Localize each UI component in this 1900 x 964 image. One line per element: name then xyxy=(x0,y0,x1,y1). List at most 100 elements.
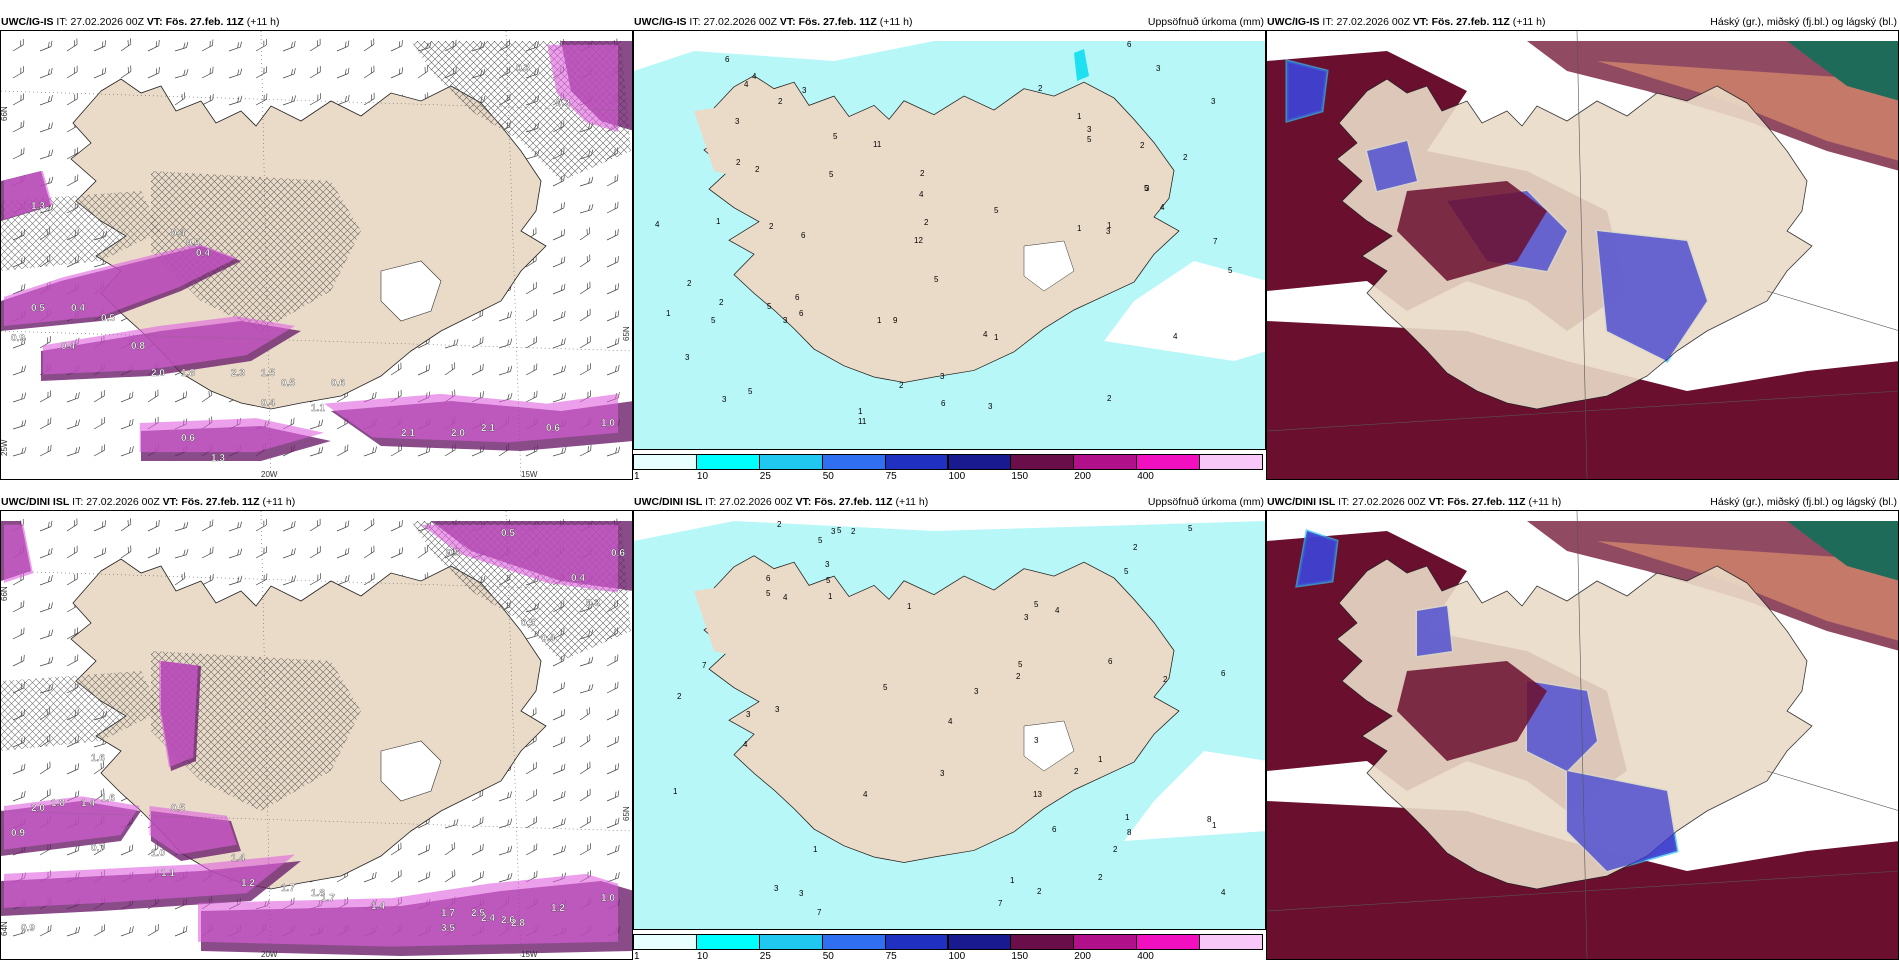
colorbar-tick-label: 25 xyxy=(759,471,771,482)
precip-value-label: 1.4 xyxy=(371,901,385,912)
coordinate-label: 66N xyxy=(1,106,9,121)
wind-barb-icon xyxy=(93,444,106,457)
glacier-area xyxy=(1023,720,1075,772)
precip-amount-label: 4 xyxy=(1160,203,1165,212)
precip-amount-label: 2 xyxy=(677,692,682,701)
precip-amount-label: 2 xyxy=(755,165,760,174)
iceland-landmass xyxy=(703,555,1180,863)
precip-amount-label: 1 xyxy=(1107,221,1112,230)
glacier-area xyxy=(1023,240,1075,292)
wind-barb-icon xyxy=(498,365,513,376)
model-name: UWC/IG-IS xyxy=(1,16,54,28)
wind-barb-icon xyxy=(498,872,513,883)
wind-barb-icon xyxy=(66,65,78,79)
wind-barb-icon xyxy=(606,446,621,457)
wind-barb-icon xyxy=(309,573,321,586)
model-name: UWC/IG-IS xyxy=(634,16,687,28)
wind-barb-icon xyxy=(201,66,214,79)
precip-amount-label: 1 xyxy=(666,309,671,318)
wind-barb-icon xyxy=(66,419,80,430)
colorbar-segment xyxy=(1199,454,1263,470)
wind-barb-icon xyxy=(471,843,484,856)
precip-value-label: 0.4 xyxy=(261,398,275,409)
wind-barb-icon xyxy=(66,654,79,667)
high-cloud-band xyxy=(1597,541,1898,641)
colorbar-tick-label: 10 xyxy=(696,471,709,482)
coordinate-label: 65N xyxy=(622,326,631,341)
wind-barb-icon xyxy=(120,844,134,856)
wind-barb-icon xyxy=(525,281,537,295)
wind-barb-icon xyxy=(201,39,214,52)
colorbar-tick-label: 50 xyxy=(822,951,834,962)
high-cloud-teal xyxy=(1787,41,1898,101)
hatched-area xyxy=(1,191,161,271)
wind-barb-icon xyxy=(417,65,429,79)
lead-time: (+11 h) xyxy=(879,16,913,28)
precip-amount-label: 5 xyxy=(1228,266,1233,275)
precip-band-inner xyxy=(159,660,198,768)
wind-barb-icon xyxy=(282,68,296,79)
precip-value-label: 0.3 xyxy=(556,98,570,109)
colorbar-segment xyxy=(633,934,697,950)
land-patch xyxy=(694,101,784,181)
init-time: 27.02.2026 00Z xyxy=(703,16,777,28)
precip-amount-label: 2 xyxy=(687,279,692,288)
run-info: UWC/IG-IS IT: 27.02.2026 00Z VT: Fös. 27… xyxy=(1,14,280,30)
wind-barb-icon xyxy=(228,41,242,52)
wind-barb-icon xyxy=(120,38,132,52)
precip-value-label: 1.1 xyxy=(161,868,175,879)
colorbar-tick-label: 10 xyxy=(696,951,709,962)
wind-barb-icon xyxy=(390,842,402,856)
wind-barb-icon xyxy=(309,446,324,457)
wind-barb-icon xyxy=(66,926,81,937)
precip-band-inner xyxy=(149,806,237,855)
wind-barb-icon xyxy=(147,519,160,532)
precip-amount-label: 4 xyxy=(919,190,924,199)
precip-value-label: 1.4 xyxy=(231,853,245,864)
wind-barb-icon xyxy=(606,736,619,748)
wind-barb-icon xyxy=(39,95,53,106)
precip-amount-label: 7 xyxy=(702,661,707,670)
precip-amount-label: 2 xyxy=(777,520,782,529)
precip-value-label: 2.4 xyxy=(481,913,495,924)
precip-amount-label: 2 xyxy=(1183,153,1188,162)
wind-barb-icon xyxy=(498,311,512,322)
wind-barb-icon xyxy=(93,924,106,937)
colorbar-tick-label: 400 xyxy=(1137,471,1154,482)
wind-barb-icon xyxy=(579,227,591,241)
wind-barb-icon xyxy=(39,656,54,667)
wind-barb-icon xyxy=(552,338,566,349)
precip-amount-label: 1 xyxy=(1212,821,1217,830)
wind-barb-icon xyxy=(579,308,591,322)
colorbar-segment xyxy=(695,934,760,950)
precip-value-label: 0.5 xyxy=(101,313,115,324)
wind-barb-icon xyxy=(309,65,321,79)
wind-barb-icon xyxy=(309,419,324,430)
wind-barb-icon xyxy=(498,791,512,802)
wind-barb-icon xyxy=(12,419,27,430)
wind-barb-icon xyxy=(120,418,134,430)
colorbar-segment xyxy=(821,454,886,470)
hatched-area xyxy=(1,671,161,751)
wind-barb-icon xyxy=(39,788,51,802)
wind-barb-icon xyxy=(12,926,27,937)
wind-barb-icon xyxy=(363,446,377,457)
colorbar-segment xyxy=(1136,934,1201,950)
wind-barb-icon xyxy=(66,92,78,106)
precip-value-label: 1.8 xyxy=(311,888,325,899)
precip-amount-label: 2 xyxy=(1140,141,1145,150)
precip-value-label: 2.5 xyxy=(471,908,485,919)
wind-barb-icon xyxy=(12,283,26,295)
wind-barb-icon xyxy=(39,602,53,613)
wind-barb-icon xyxy=(390,362,402,376)
wind-barb-icon xyxy=(120,545,132,559)
wind-barb-icon xyxy=(336,574,350,586)
colorbar-segment xyxy=(1010,934,1075,950)
colorbar-segment xyxy=(1073,934,1138,950)
wind-barb-icon xyxy=(66,572,78,586)
precip-value-label: 1.8 xyxy=(51,798,65,809)
colorbar-segment xyxy=(947,934,1012,950)
precip-amount-label: 3 xyxy=(775,705,780,714)
precip-value-label: 0.5 xyxy=(501,528,515,539)
